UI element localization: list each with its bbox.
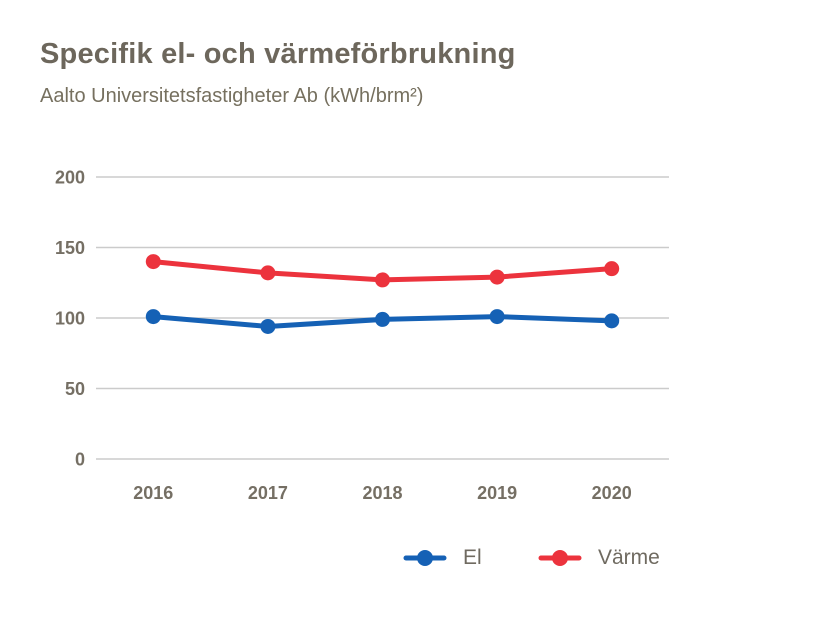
legend-item-varme: Värme	[538, 546, 660, 570]
chart-subtitle: Aalto Universitetsfastigheter Ab (kWh/br…	[40, 85, 424, 107]
data-point-El-2016	[145, 309, 161, 325]
data-point-Värme-2017	[260, 265, 276, 281]
varme-line-marker-icon	[538, 550, 582, 566]
data-point-Värme-2020	[604, 261, 620, 277]
x-tick-label-2020: 2020	[592, 483, 632, 503]
data-point-Värme-2019	[489, 269, 505, 285]
legend-label-varme: Värme	[598, 546, 660, 569]
y-tick-label-50: 50	[65, 379, 85, 399]
legend-label-el: El	[463, 546, 482, 569]
data-point-El-2017	[260, 318, 276, 334]
x-tick-label-2016: 2016	[133, 483, 173, 503]
y-tick-label-150: 150	[55, 238, 85, 258]
data-point-El-2019	[489, 309, 505, 325]
data-point-Värme-2016	[145, 254, 161, 270]
x-tick-label-2017: 2017	[248, 483, 288, 503]
x-tick-label-2019: 2019	[477, 483, 517, 503]
data-point-Värme-2018	[375, 272, 390, 288]
y-tick-label-0: 0	[75, 450, 85, 470]
y-tick-label-200: 200	[55, 168, 85, 188]
el-line-marker-icon	[403, 550, 447, 566]
legend-item-el: El	[403, 546, 482, 570]
chart-title: Specifik el- och värmeförbrukning	[40, 38, 516, 70]
data-point-El-2018	[375, 311, 390, 327]
x-tick-label-2018: 2018	[362, 483, 402, 503]
data-point-El-2020	[604, 313, 620, 329]
y-tick-label-100: 100	[55, 309, 85, 329]
chart-legend: El Värme	[0, 546, 819, 572]
